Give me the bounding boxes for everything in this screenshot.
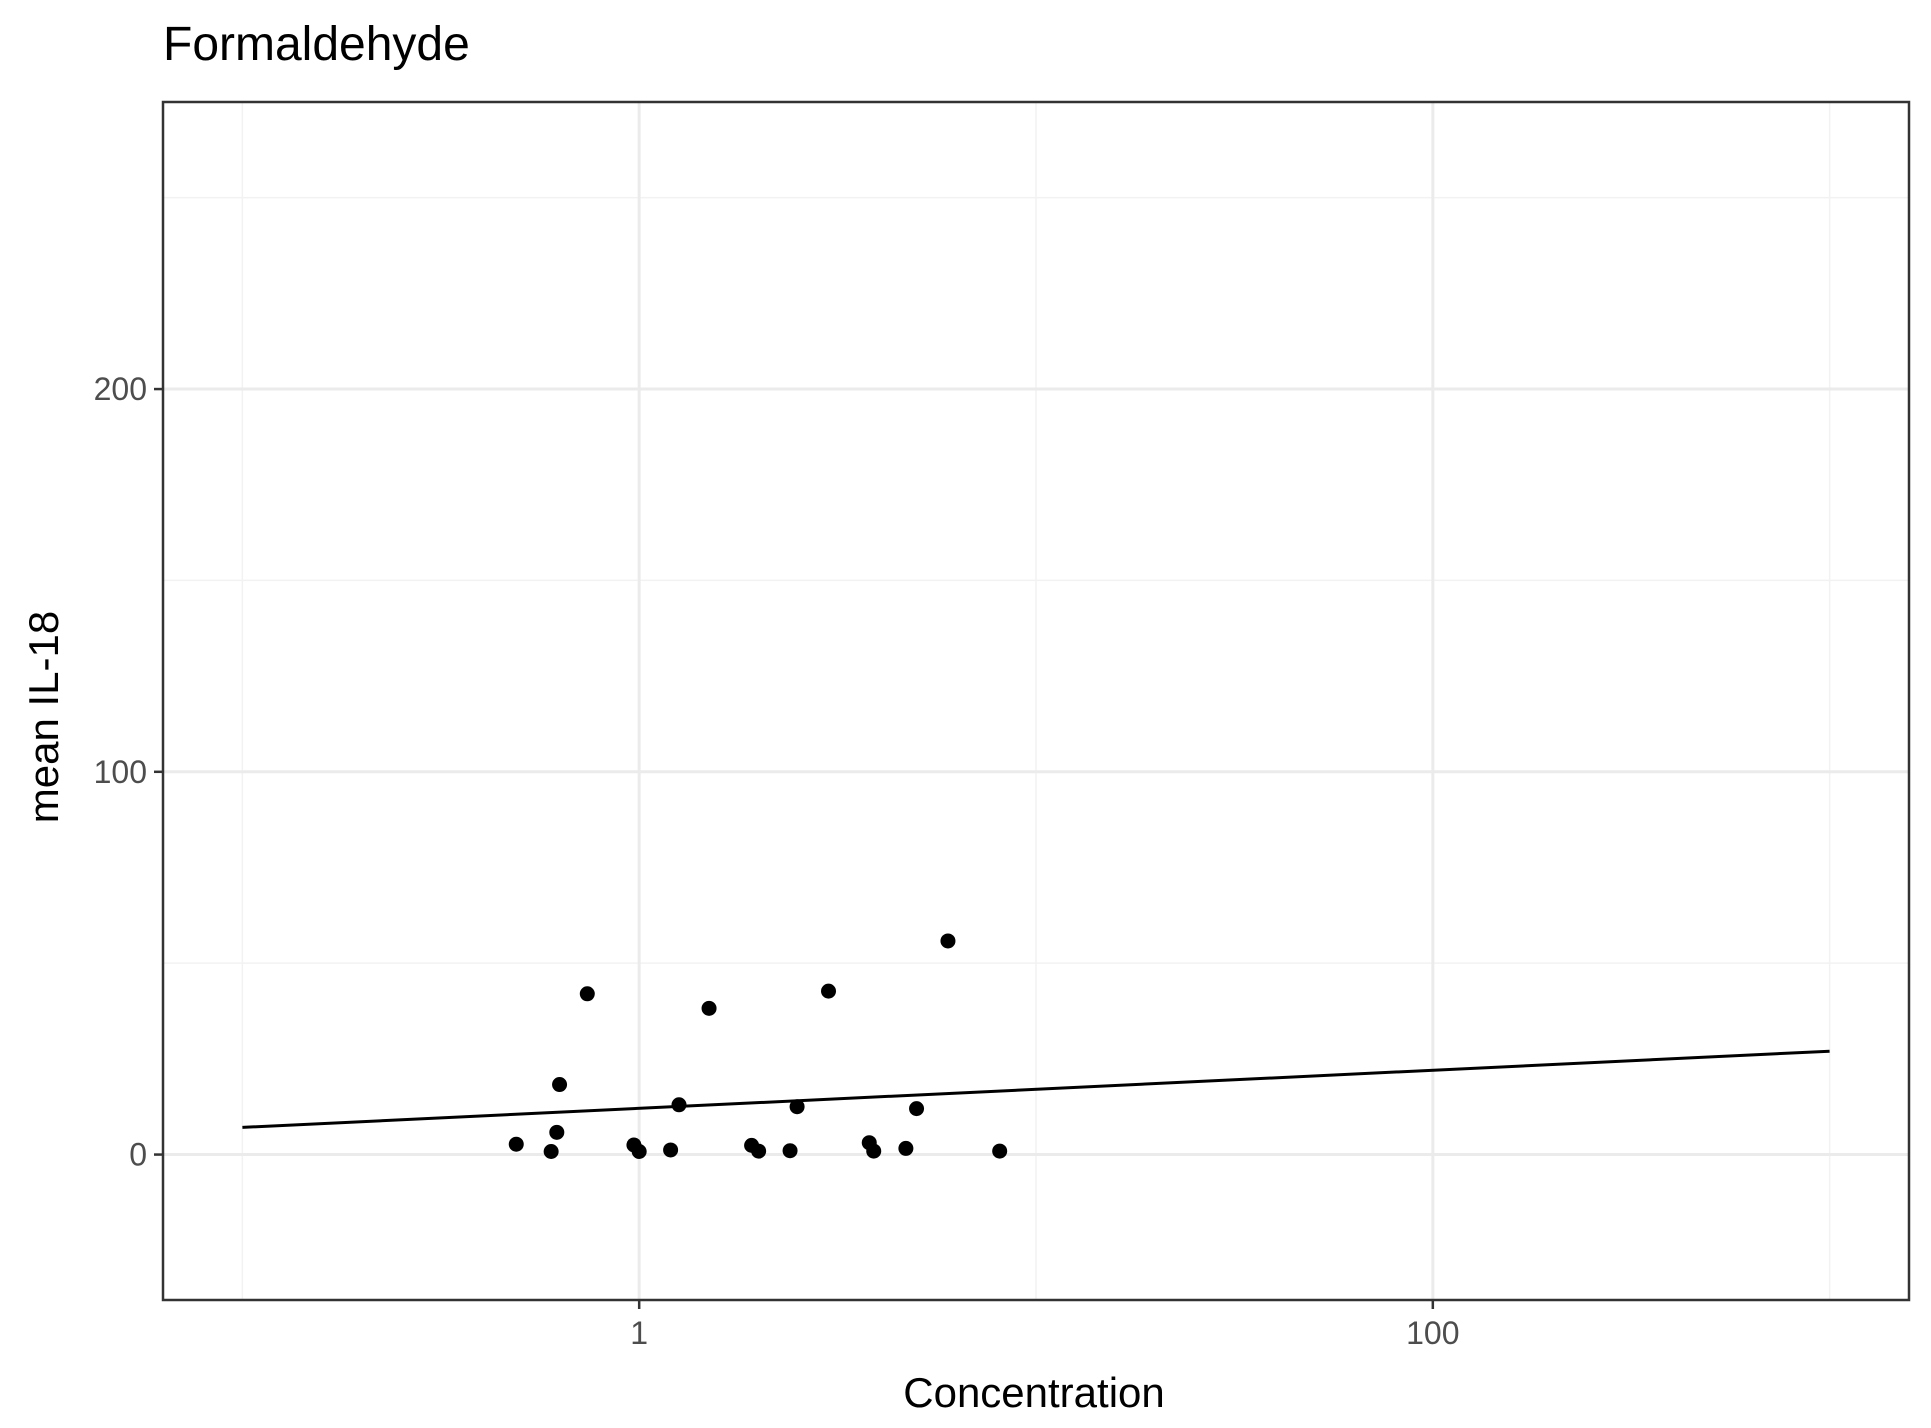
plot-area: 1 100 0 100 200 [94,100,1911,1351]
trend-line [242,1049,1830,1129]
data-point [701,1000,717,1016]
data-point [898,1140,914,1156]
y-tick-label: 0 [129,1137,147,1173]
data-point [909,1101,925,1117]
y-axis-label: mean IL-18 [20,611,67,823]
data-point [866,1143,882,1159]
x-tick-label: 1 [630,1315,648,1351]
data-point [821,983,837,999]
plot-panel-border [161,100,1911,1302]
x-axis-label: Concentration [903,1369,1165,1416]
data-point [631,1143,647,1159]
y-tick-label: 200 [94,371,147,407]
data-point [940,933,956,949]
y-tick-label: 100 [94,754,147,790]
data-point [579,986,595,1002]
data-point [789,1099,805,1115]
data-point [782,1143,798,1159]
x-tick-label: 100 [1406,1315,1459,1351]
data-point [543,1143,559,1159]
data-point [992,1143,1008,1159]
data-point [552,1077,568,1093]
chart-title: Formaldehyde [163,18,470,71]
data-point [549,1124,565,1140]
data-point [508,1136,524,1152]
data-point [663,1142,679,1158]
data-point [671,1097,687,1113]
data-point [751,1143,767,1159]
